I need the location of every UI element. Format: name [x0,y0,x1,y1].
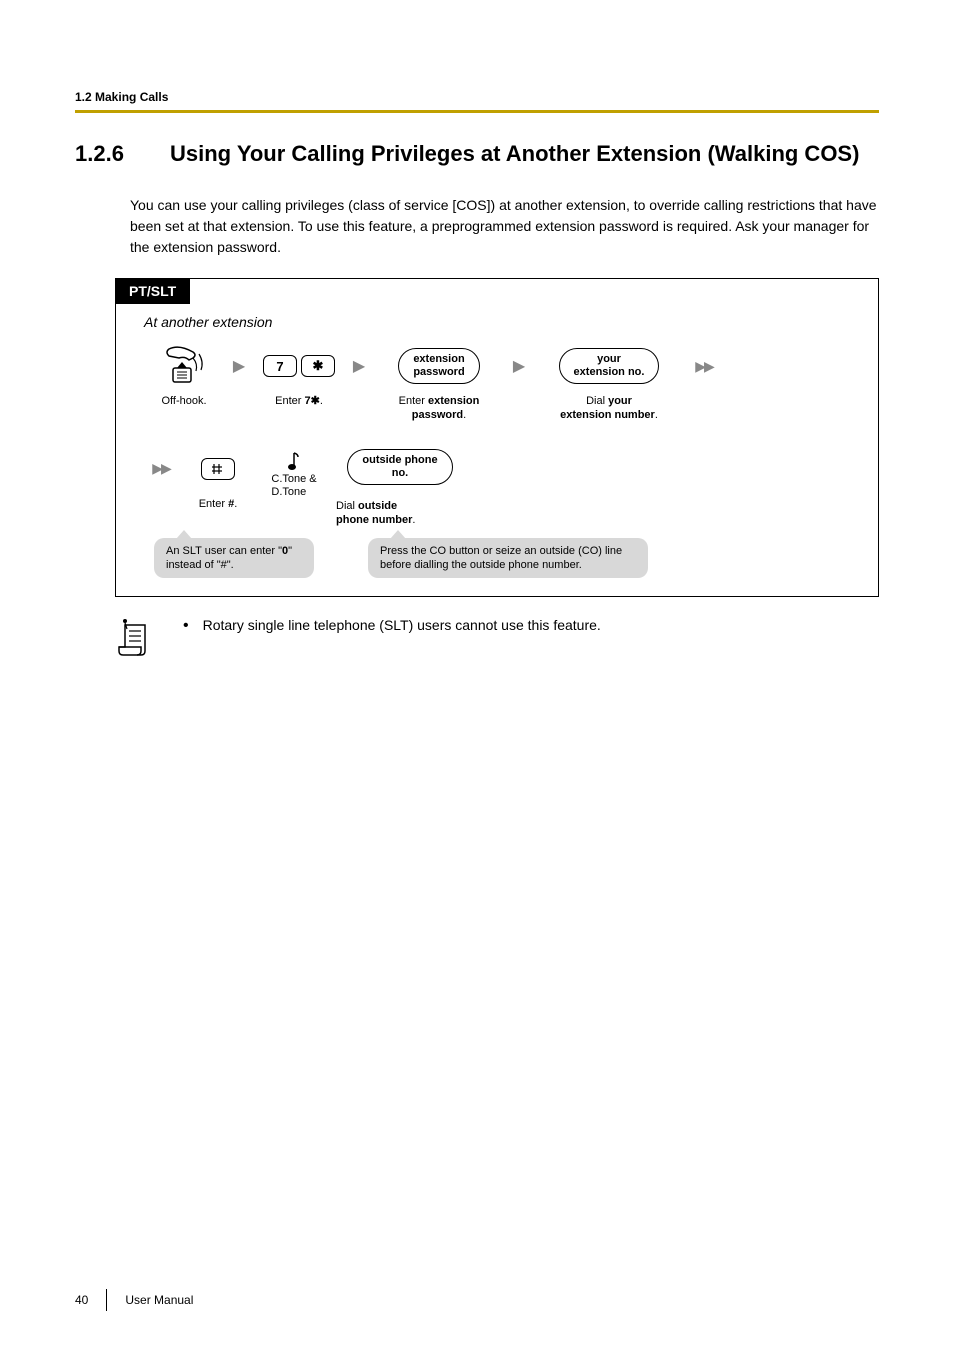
hash-icon [211,463,225,475]
your-ext-caption: Dial yourextension number. [560,394,658,423]
enter-hash-caption: Enter #. [199,497,238,511]
diagram-row-1: Off-hook. ▶ 7 ✱ Enter 7✱. ▶ extensionpas… [116,338,878,423]
section-number: 1.2.6 [75,141,170,167]
enter-7star-caption: Enter 7✱. [275,394,323,408]
step-offhook: Off-hook. [144,344,224,408]
step-your-ext: yourextension no. Dial yourextension num… [534,344,684,423]
diagram-subheading: At another extension [116,304,878,338]
header-section-path: 1.2 Making Calls [75,90,879,104]
step-enter-7star: 7 ✱ Enter 7✱. [254,344,344,408]
footer-label: User Manual [125,1293,193,1307]
arrow-icon: ▶ [224,344,254,388]
balloon-co-note: Press the CO button or seize an outside … [368,538,648,579]
note-row: • Rotary single line telephone (SLT) use… [115,617,879,659]
footer-divider [106,1289,107,1311]
diagram-header: PT/SLT [115,278,190,304]
offhook-icon [163,346,205,386]
oval-ext-password: extensionpassword [398,348,479,384]
section-title: 1.2.6 Using Your Calling Privileges at A… [75,141,879,167]
ext-password-caption: Enter extensionpassword. [399,394,480,423]
section-text: Using Your Calling Privileges at Another… [170,141,879,167]
key-7: 7 [263,355,297,377]
step-ext-password: extensionpassword Enter extensionpasswor… [374,344,504,423]
offhook-caption: Off-hook. [161,394,206,408]
arrow-icon: ▶ [344,344,374,388]
page-number: 40 [75,1293,88,1307]
balloon-row: An SLT user can enter "0" instead of "#"… [116,528,878,579]
header-rule [75,110,879,113]
oval-outside-phone: outside phoneno. [347,449,452,485]
procedure-diagram: PT/SLT At another extension Off-hook. ▶ [115,278,879,597]
balloon-slt-note: An SLT user can enter "0" instead of "#"… [154,538,314,579]
arrow-continue-icon: ▶▶ [684,344,724,388]
ctone-label: C.Tone &D.Tone [271,473,316,499]
tone-icon [285,451,303,473]
ctone-block: C.Tone &D.Tone [258,447,330,499]
note-text: Rotary single line telephone (SLT) users… [203,617,601,635]
diagram-row-2: ▶▶ Enter #. C.Tone &D.Tone [116,441,878,528]
key-hash [201,458,235,480]
arrow-icon: ▶ [504,344,534,388]
arrow-continue-icon: ▶▶ [144,447,178,491]
page-footer: 40 User Manual [75,1289,193,1311]
outside-phone-caption: Dial outsidephone number. [336,499,415,528]
step-outside-phone: outside phoneno. Dial outsidephone numbe… [330,447,470,528]
oval-your-ext: yourextension no. [559,348,660,384]
intro-paragraph: You can use your calling privileges (cla… [130,195,879,258]
note-icon [115,617,155,659]
key-star: ✱ [301,355,335,377]
step-enter-hash: Enter #. [178,447,258,511]
note-bullet: • [183,617,189,635]
